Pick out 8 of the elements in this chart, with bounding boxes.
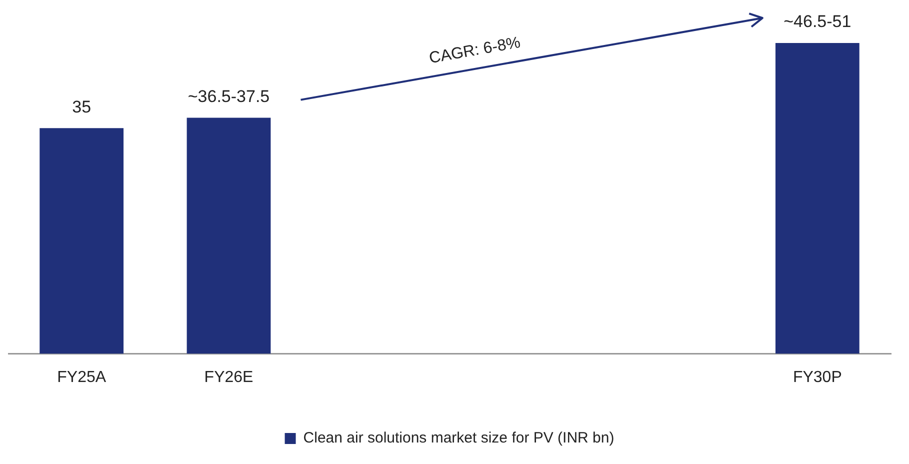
data-label: 35 [72,97,92,116]
data-label: ~36.5-37.5 [188,86,270,106]
x-tick-label: FY26E [204,368,254,386]
x-tick-label: FY25A [57,368,106,386]
data-label: ~46.5-51 [784,12,852,32]
annotation: CAGR: 6-8% [428,34,522,68]
x-tick-label: FY30P [792,368,842,386]
legend-label: Clean air solutions market size for PV (INR bn) [303,430,614,447]
